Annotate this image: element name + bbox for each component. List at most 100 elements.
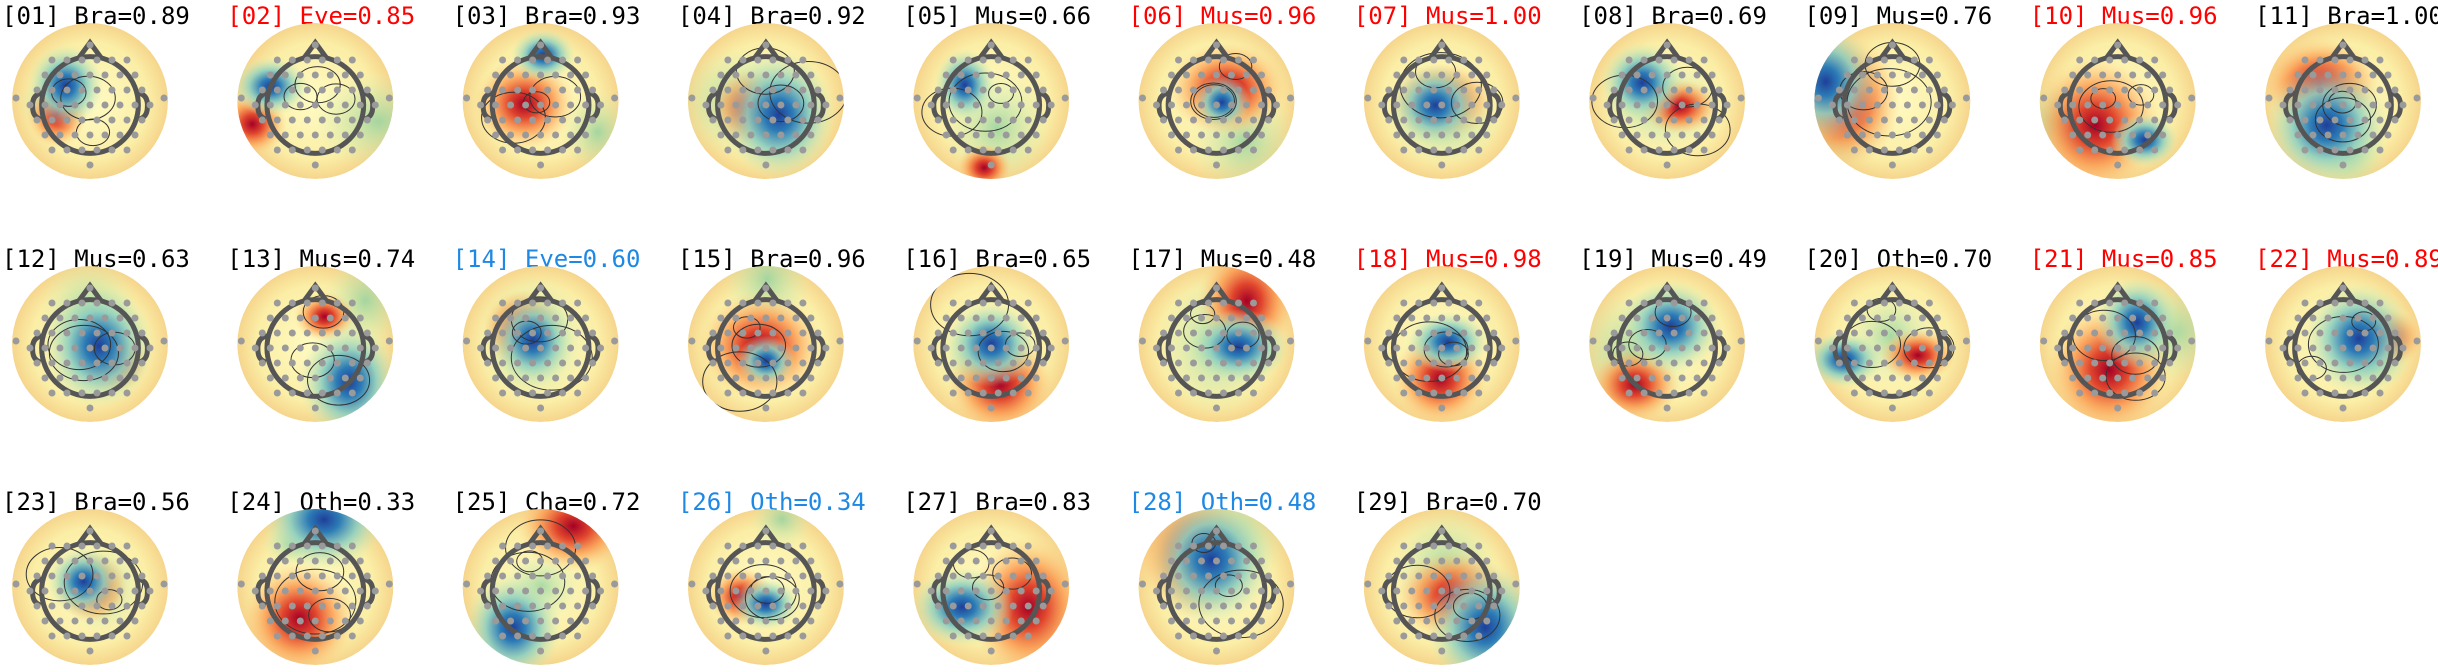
electrode (1483, 587, 1491, 595)
electrode (2166, 116, 2174, 124)
electrode (296, 617, 304, 625)
electrode (762, 71, 770, 79)
electrode (499, 329, 507, 337)
electrode (1685, 86, 1693, 94)
component: [09] Mus=0.76 (1804, 2, 1992, 179)
electrode (597, 587, 605, 595)
electrode (1400, 299, 1408, 307)
electrode (964, 329, 972, 337)
electrode (2331, 86, 2339, 94)
electrode (537, 41, 545, 49)
electrode (116, 314, 124, 322)
electrode (1850, 56, 1858, 64)
electrode (1175, 572, 1182, 580)
electrode (1589, 94, 1597, 102)
electrode (101, 131, 109, 139)
electrode (273, 329, 281, 337)
electrode (807, 131, 815, 139)
electrode (987, 617, 995, 625)
electrode (1850, 359, 1858, 367)
component: [23] Bra=0.56 (2, 488, 190, 665)
electrode (747, 344, 755, 352)
electrode (836, 94, 844, 102)
electrode (1385, 359, 1393, 367)
electrode (1009, 56, 1017, 64)
topomap (237, 266, 394, 422)
electrode (2106, 86, 2114, 94)
electrode (1002, 131, 1010, 139)
electrode (559, 299, 567, 307)
electrode (1364, 337, 1372, 345)
electrode (2099, 314, 2107, 322)
electrode (26, 101, 34, 109)
electrode (2309, 344, 2317, 352)
electrode (2091, 299, 2099, 307)
electrode (529, 359, 537, 367)
electrode (957, 344, 965, 352)
electrode (2121, 389, 2129, 397)
electrode (1490, 572, 1498, 580)
electrode (1183, 131, 1190, 139)
electrode (972, 374, 980, 382)
electrode (942, 587, 950, 595)
electrode (251, 344, 259, 352)
electrode (979, 116, 987, 124)
electrode (2099, 101, 2107, 109)
electrode (987, 587, 995, 595)
topomap (1589, 266, 1746, 422)
electrode (1858, 344, 1866, 352)
electrode (942, 374, 950, 382)
electrode (544, 389, 552, 397)
electrode (987, 344, 995, 352)
electrode (2061, 116, 2069, 124)
electrode (2069, 374, 2077, 382)
electrode (318, 542, 326, 550)
electrode (48, 116, 56, 124)
electrode (1385, 86, 1393, 94)
electrode (56, 374, 64, 382)
electrode (463, 580, 471, 588)
electrode (559, 542, 567, 550)
electrode (1190, 389, 1197, 397)
electrode (363, 602, 371, 610)
electrode (1198, 101, 1205, 109)
electrode (1213, 131, 1220, 139)
electrode (1873, 314, 1881, 322)
electrode (552, 71, 560, 79)
electrode (769, 359, 777, 367)
electrode (2309, 131, 2317, 139)
electrode (123, 116, 131, 124)
electrode (341, 314, 349, 322)
electrode (303, 56, 311, 64)
electrode (2331, 56, 2339, 64)
electrode (71, 374, 79, 382)
electrode (1693, 374, 1701, 382)
electrode (1460, 542, 1468, 550)
electrode (273, 542, 281, 550)
electrode (2265, 94, 2273, 102)
electrode (1925, 116, 1933, 124)
electrode (2040, 94, 2048, 102)
electrode (987, 131, 995, 139)
electrode (2121, 86, 2129, 94)
electrode (2129, 344, 2137, 352)
electrode (739, 602, 747, 610)
electrode (1843, 131, 1851, 139)
electrode (2331, 116, 2339, 124)
electrode (957, 617, 965, 625)
electrode (492, 587, 500, 595)
electrode (41, 101, 49, 109)
electrode (964, 299, 972, 307)
electrode (784, 329, 792, 337)
electrode (544, 56, 552, 64)
electrode (754, 632, 762, 640)
electrode (754, 146, 762, 154)
electrode (514, 116, 522, 124)
electrode (2339, 404, 2347, 412)
electrode (348, 542, 356, 550)
electrode (1168, 101, 1175, 109)
electrode (303, 359, 311, 367)
electrode (281, 344, 289, 352)
electrode (1430, 86, 1438, 94)
electrode (1243, 374, 1250, 382)
